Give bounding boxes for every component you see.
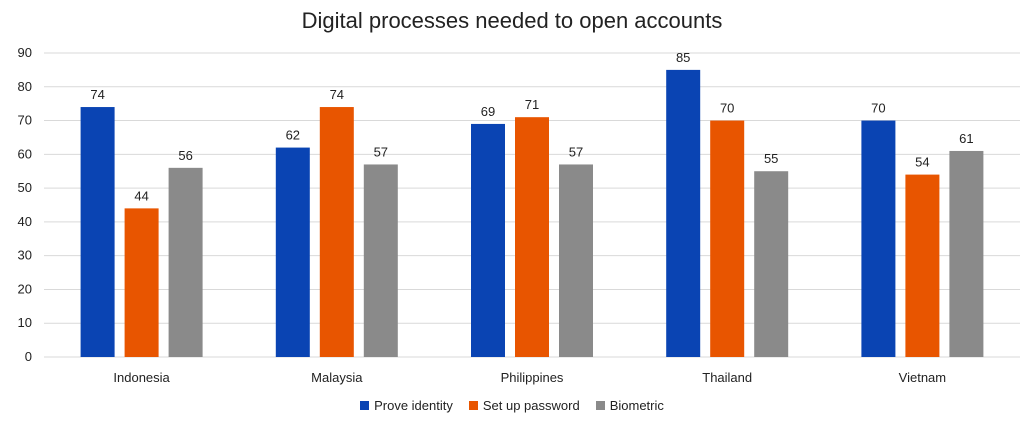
legend-label: Prove identity bbox=[374, 398, 453, 413]
data-label: 62 bbox=[286, 128, 300, 143]
y-tick-label: 50 bbox=[18, 180, 32, 195]
bar bbox=[168, 167, 203, 357]
bar bbox=[515, 117, 549, 357]
bar bbox=[905, 174, 940, 357]
data-label: 85 bbox=[676, 50, 690, 65]
legend-label: Set up password bbox=[482, 398, 580, 413]
legend-item: Set up password bbox=[468, 398, 580, 413]
bar bbox=[363, 164, 398, 357]
data-label: 71 bbox=[525, 97, 539, 112]
x-category-label: Philippines bbox=[501, 370, 564, 385]
y-tick-label: 20 bbox=[18, 281, 32, 296]
bar bbox=[80, 107, 115, 358]
data-label: 70 bbox=[871, 101, 885, 116]
legend-swatch bbox=[360, 401, 370, 410]
bar bbox=[861, 120, 896, 357]
y-tick-label: 70 bbox=[18, 113, 32, 128]
legend-label: Biometric bbox=[609, 398, 664, 413]
data-label: 54 bbox=[915, 155, 929, 170]
data-label: 70 bbox=[720, 101, 734, 116]
data-label: 55 bbox=[764, 151, 778, 166]
legend-swatch bbox=[595, 401, 605, 410]
bar bbox=[559, 164, 593, 357]
bar bbox=[275, 147, 310, 357]
legend-item: Prove identity bbox=[360, 398, 453, 413]
bar bbox=[666, 69, 701, 357]
data-label: 56 bbox=[178, 148, 192, 163]
data-label: 57 bbox=[569, 144, 583, 159]
data-label: 69 bbox=[481, 104, 495, 119]
x-category-label: Vietnam bbox=[899, 370, 946, 385]
bar bbox=[124, 208, 159, 357]
data-label: 74 bbox=[90, 87, 104, 102]
data-label: 57 bbox=[374, 144, 388, 159]
y-tick-label: 60 bbox=[18, 146, 32, 161]
data-label: 74 bbox=[330, 87, 344, 102]
y-tick-label: 10 bbox=[18, 315, 32, 330]
data-label: 44 bbox=[134, 188, 148, 203]
bar bbox=[710, 120, 745, 357]
y-tick-label: 30 bbox=[18, 248, 32, 263]
y-tick-label: 0 bbox=[25, 349, 32, 364]
y-tick-label: 90 bbox=[18, 45, 32, 60]
data-label: 61 bbox=[959, 131, 973, 146]
legend-item: Biometric bbox=[595, 398, 664, 413]
legend: Prove identity Set up password Biometric bbox=[0, 398, 1024, 413]
y-tick-label: 40 bbox=[18, 214, 32, 229]
bar bbox=[949, 150, 984, 357]
x-category-label: Indonesia bbox=[113, 370, 170, 385]
x-category-label: Thailand bbox=[702, 370, 752, 385]
x-category-label: Malaysia bbox=[311, 370, 363, 385]
bar bbox=[754, 171, 789, 357]
y-tick-label: 80 bbox=[18, 79, 32, 94]
chart-title: Digital processes needed to open account… bbox=[301, 8, 723, 33]
bar bbox=[319, 107, 354, 358]
bar bbox=[471, 123, 505, 357]
legend-swatch bbox=[468, 401, 478, 410]
